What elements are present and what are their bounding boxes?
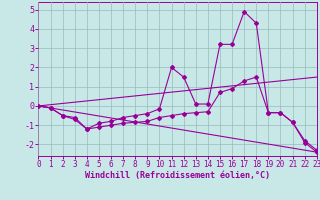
X-axis label: Windchill (Refroidissement éolien,°C): Windchill (Refroidissement éolien,°C) <box>85 171 270 180</box>
